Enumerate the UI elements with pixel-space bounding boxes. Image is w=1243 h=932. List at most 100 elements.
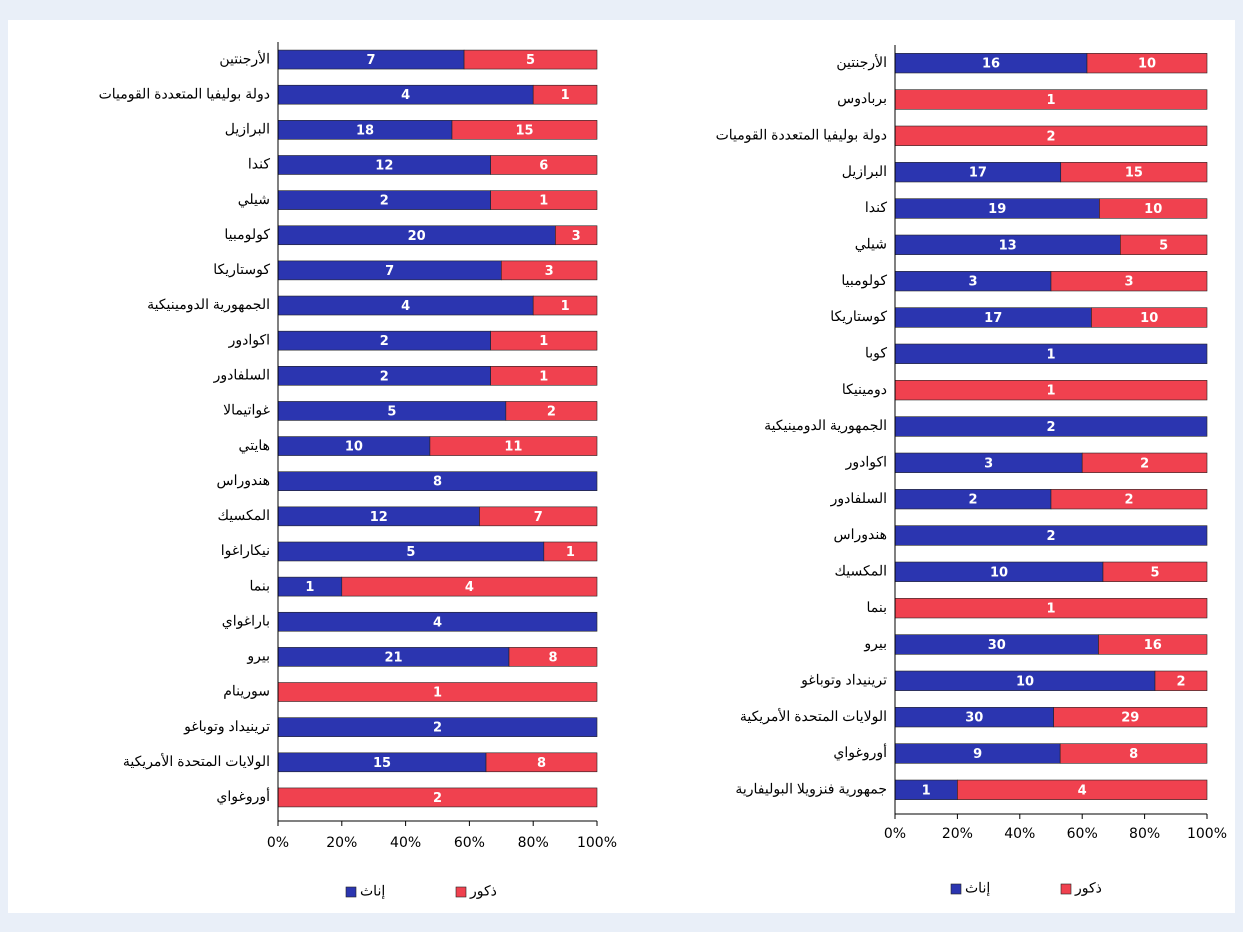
value-label: 3 [1124, 275, 1133, 290]
value-label: 21 [384, 650, 402, 665]
category-label: دولة بوليفيا المتعددة القوميات [716, 127, 887, 144]
x-tick-label: 0% [884, 826, 906, 842]
value-label: 5 [526, 53, 535, 68]
category-label: الجمهورية الدومينيكية [147, 296, 270, 313]
category-label: دومينيكا [842, 381, 887, 398]
value-label: 6 [539, 158, 548, 173]
category-label: كولومبيا [224, 226, 270, 243]
category-label: هايتي [239, 437, 270, 453]
category-label: كولومبيا [841, 272, 887, 289]
value-label: 16 [1144, 638, 1162, 653]
x-tick-label: 80% [518, 835, 549, 851]
value-label: 2 [433, 791, 442, 806]
legend-swatch [455, 886, 467, 898]
category-label: الجمهورية الدومينيكية [764, 417, 887, 434]
value-label: 2 [380, 194, 389, 209]
bar-segment [1081, 452, 1208, 473]
value-label: 1 [539, 369, 548, 384]
bar-segment [543, 541, 598, 562]
x-tick-label: 60% [454, 835, 485, 851]
value-label: 4 [433, 615, 442, 630]
value-label: 3 [984, 456, 993, 471]
bar-segment [508, 647, 598, 667]
legend-swatch [950, 883, 962, 895]
value-label: 7 [367, 53, 376, 68]
value-label: 15 [515, 123, 533, 138]
category-label: هندوراس [834, 526, 887, 543]
value-label: 4 [401, 88, 410, 103]
bar-segment [463, 49, 598, 70]
legend-label: إناث [965, 880, 990, 897]
bar-segment [429, 436, 598, 456]
category-label: نيكاراغوا [221, 542, 270, 559]
value-label: 4 [465, 580, 474, 595]
x-tick-label: 100% [577, 835, 617, 851]
value-label: 3 [545, 264, 554, 279]
value-label: 3 [572, 229, 581, 244]
legend-label: ذكور [469, 883, 497, 900]
value-label: 7 [385, 264, 394, 279]
category-label: بيرو [246, 648, 270, 665]
value-label: 1 [1046, 93, 1055, 108]
value-label: 4 [1078, 783, 1087, 798]
bar-segment [532, 84, 598, 105]
value-label: 17 [984, 311, 1002, 326]
x-tick-label: 100% [1187, 826, 1227, 842]
value-label: 2 [1140, 456, 1149, 471]
value-label: 30 [988, 638, 1006, 653]
value-label: 12 [370, 510, 388, 525]
category-label: البرازيل [225, 121, 270, 138]
bar-segment [1102, 561, 1208, 582]
value-label: 17 [969, 166, 987, 181]
value-label: 2 [1124, 493, 1133, 508]
value-label: 10 [1140, 311, 1158, 326]
category-label: باراغواي [222, 612, 270, 629]
value-label: 2 [1046, 420, 1055, 435]
x-tick-label: 20% [942, 826, 973, 842]
category-label: كندا [865, 199, 887, 215]
x-tick-label: 80% [1129, 826, 1160, 842]
value-label: 5 [1150, 565, 1159, 580]
x-tick-label: 40% [390, 835, 421, 851]
value-label: 10 [1138, 57, 1156, 72]
bar-segment [479, 506, 598, 527]
value-label: 8 [537, 756, 546, 771]
value-label: 4 [401, 299, 410, 314]
category-label: كوستاريكا [213, 261, 270, 278]
category-label: الولايات المتحدة الأمريكية [740, 707, 887, 725]
bar-segment [490, 330, 598, 351]
value-label: 5 [1159, 238, 1168, 253]
category-label: أوروغواي [216, 786, 270, 805]
value-label: 8 [1129, 747, 1138, 762]
bar-segment [1059, 743, 1208, 764]
value-label: 3 [968, 275, 977, 290]
value-label: 2 [433, 721, 442, 736]
category-label: المكسيك [218, 507, 271, 523]
bar-segment [1154, 670, 1208, 691]
category-label: شيلي [855, 236, 887, 252]
category-label: سورينام [223, 683, 270, 700]
value-label: 2 [1046, 129, 1055, 144]
category-label: بيرو [863, 635, 887, 652]
value-label: 1 [566, 545, 575, 560]
value-label: 11 [504, 440, 522, 455]
legend-label: إناث [360, 883, 385, 900]
category-label: اكوادور [845, 454, 887, 471]
value-label: 9 [973, 747, 982, 762]
value-label: 1 [433, 686, 442, 701]
x-tick-label: 0% [267, 835, 289, 851]
category-label: غواتيمالا [223, 402, 270, 419]
value-label: 1 [539, 334, 548, 349]
bar-segment [1099, 198, 1208, 219]
value-label: 13 [999, 238, 1017, 253]
category-label: جمهورية فنزويلا البوليفارية [735, 781, 887, 798]
category-label: اكوادور [228, 331, 270, 348]
category-label: ترينيداد وتوباغو [800, 672, 887, 689]
bar-segment [1053, 707, 1208, 728]
category-label: السلفادور [213, 366, 270, 383]
value-label: 10 [1144, 202, 1162, 217]
value-label: 2 [1176, 674, 1185, 689]
legend-label: ذكور [1074, 880, 1102, 897]
category-label: شيلي [238, 191, 270, 207]
